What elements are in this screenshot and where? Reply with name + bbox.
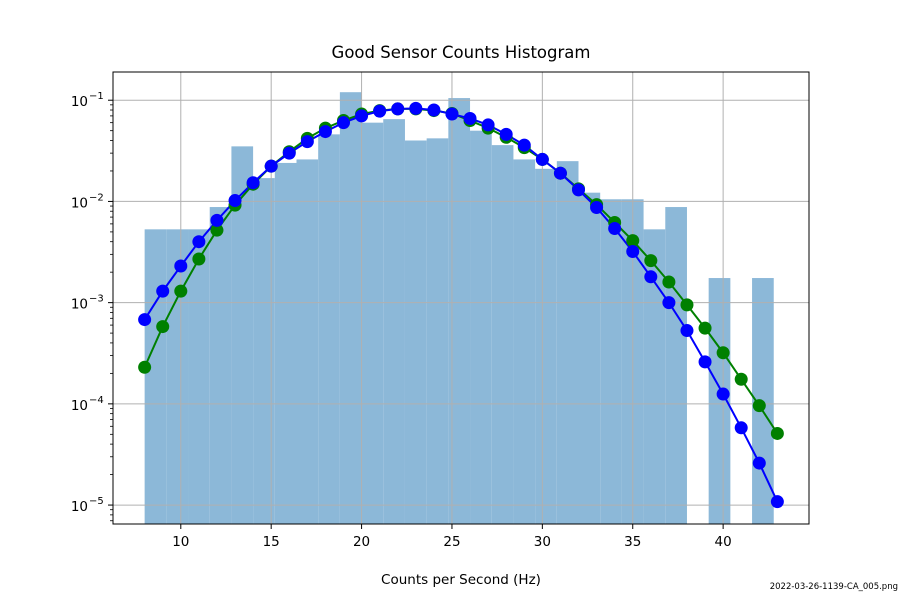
x-tick-label-3: 25 <box>443 534 460 550</box>
series-0-point-29 <box>662 275 676 289</box>
series-0-point-1 <box>156 320 170 334</box>
series-0-point-34 <box>752 399 766 413</box>
series-1-point-17 <box>445 107 459 121</box>
histogram-bar-1 <box>166 229 189 524</box>
series-1-point-28 <box>644 270 658 284</box>
histogram-bar-13 <box>426 138 449 524</box>
series-1-point-1 <box>156 284 170 298</box>
y-tick-label-1: 10 <box>71 398 88 414</box>
x-tick-label-1: 15 <box>263 534 280 550</box>
series-1-point-20 <box>499 127 513 141</box>
series-1-point-16 <box>427 103 441 117</box>
histogram-bar-5 <box>253 178 275 524</box>
series-0-point-4 <box>210 223 224 237</box>
y-tick-label-3: 10 <box>71 195 88 211</box>
y-tick-label-0: 10 <box>71 499 88 515</box>
series-1-point-11 <box>336 116 350 130</box>
series-1-point-18 <box>463 111 477 125</box>
histogram-bar-24 <box>665 207 687 525</box>
series-0-point-2 <box>174 284 188 298</box>
series-1-point-2 <box>174 259 188 273</box>
histogram-bar-18 <box>535 168 557 524</box>
series-1-point-30 <box>680 324 694 338</box>
y-tick-exponent-4: −1 <box>89 91 104 102</box>
histogram-bar-3 <box>209 207 232 525</box>
plot-frame <box>112 71 810 525</box>
series-1-point-9 <box>300 135 314 149</box>
series-1-point-0 <box>138 313 152 327</box>
series-1-point-33 <box>734 421 748 435</box>
histogram-bar-11 <box>383 119 405 524</box>
series-1-point-35 <box>770 495 784 509</box>
histogram-bar-21 <box>600 199 622 524</box>
series-0-point-33 <box>734 372 748 386</box>
series-0-point-30 <box>680 298 694 312</box>
histogram-bar-15 <box>470 130 492 524</box>
histogram-bar-9 <box>339 92 362 524</box>
series-1-point-31 <box>698 355 712 369</box>
y-tick-label-4: 10 <box>71 94 88 110</box>
series-points <box>138 101 784 509</box>
histogram-bar-17 <box>513 159 536 524</box>
x-tick-label-6: 40 <box>715 534 732 550</box>
histogram-bar-14 <box>448 98 471 525</box>
x-tick-label-5: 35 <box>624 534 641 550</box>
series-1-point-3 <box>192 235 206 249</box>
histogram-bar-19 <box>556 161 579 524</box>
y-tick-exponent-1: −4 <box>89 395 104 406</box>
series-1-point-29 <box>662 296 676 310</box>
chart-title: Good Sensor Counts Histogram <box>332 43 591 62</box>
histogram-bar-12 <box>404 140 427 524</box>
series-1-point-26 <box>608 222 622 236</box>
series-1-point-24 <box>572 183 586 197</box>
series-1-point-12 <box>355 109 369 123</box>
filename-footnote: 2022-03-26-1139-CA_005.png <box>770 582 898 592</box>
y-tick-exponent-2: −3 <box>89 294 104 305</box>
histogram-bar-10 <box>361 122 384 524</box>
y-axis-ticks: 10−510−410−310−210−1 <box>71 91 113 522</box>
series-1-point-21 <box>517 138 531 152</box>
y-tick-exponent-0: −5 <box>89 496 104 507</box>
series-1-point-13 <box>373 104 387 118</box>
series-1-point-22 <box>535 152 549 166</box>
series-1-point-19 <box>481 118 495 132</box>
histogram-bar-7 <box>296 159 319 524</box>
histogram-bar-6 <box>274 162 297 524</box>
histogram-bar-8 <box>318 134 340 525</box>
histogram-bar-16 <box>491 145 514 524</box>
series-0-point-32 <box>716 346 730 360</box>
series-1-point-27 <box>626 245 640 259</box>
x-tick-label-4: 30 <box>534 534 551 550</box>
x-axis-ticks: 10 15 20 25 30 35 40 <box>172 524 732 550</box>
series-1-point-25 <box>590 201 604 215</box>
y-tick-exponent-3: −2 <box>89 192 104 203</box>
series-1-point-7 <box>264 159 278 173</box>
x-axis-label: Counts per Second (Hz) <box>381 572 541 588</box>
series-1-point-10 <box>318 125 332 139</box>
series-0-point-27 <box>626 234 640 248</box>
histogram-bar-20 <box>578 192 601 524</box>
series-1-point-14 <box>391 102 405 116</box>
histogram-bar-0 <box>144 229 167 524</box>
y-tick-label-2: 10 <box>71 297 88 313</box>
series-1-point-4 <box>210 213 224 227</box>
series-0-point-31 <box>698 321 712 335</box>
series-1-point-8 <box>282 146 296 160</box>
series-1-point-15 <box>409 101 423 115</box>
series-1-point-6 <box>246 176 260 190</box>
series-0-point-28 <box>644 254 658 268</box>
series-1-point-23 <box>553 166 567 180</box>
x-tick-label-2: 20 <box>353 534 370 550</box>
series-0-point-35 <box>770 426 784 440</box>
histogram-bar-4 <box>231 146 254 524</box>
series-1-point-5 <box>228 194 242 208</box>
series-0-point-0 <box>138 360 152 374</box>
series-0-point-3 <box>192 252 206 266</box>
series-1-point-32 <box>716 387 730 401</box>
series-1-point-34 <box>752 456 766 470</box>
x-tick-label-0: 10 <box>172 534 189 550</box>
histogram-bars <box>144 92 774 525</box>
